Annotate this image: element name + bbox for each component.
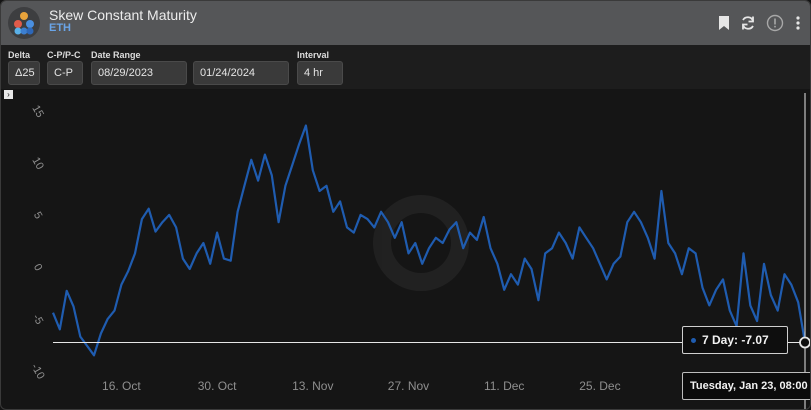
watermark-logo — [373, 195, 469, 291]
x-tick-label: 13. Nov — [292, 379, 333, 393]
more-vertical-icon[interactable] — [793, 14, 803, 32]
start-date-input[interactable]: 08/29/2023 — [91, 61, 187, 85]
crosshair-date-label: Tuesday, Jan 23, 08:00 — [682, 372, 810, 400]
interval-select[interactable]: 4 hr — [297, 61, 343, 85]
title-bar: Skew Constant Maturity ETH — [1, 1, 810, 45]
type-select[interactable]: C-P — [47, 61, 83, 85]
y-tick-label: -5 — [30, 312, 45, 326]
tooltip-value: -7.07 — [741, 333, 769, 347]
expand-panel-button[interactable]: › — [4, 90, 13, 99]
app-logo-icon — [8, 7, 40, 39]
info-icon[interactable] — [766, 14, 784, 32]
controls-bar: Delta Δ25 C-P/P-C C-P Date Range 08/29/2… — [1, 45, 810, 89]
skew-line-chart[interactable]: -10 -5 0 5 10 15 16. Oct 30. Oct 13. Nov 27. Nov… — [1, 93, 811, 410]
interval-label: Interval — [297, 50, 330, 60]
y-axis: -10 -5 0 5 10 15 — [28, 103, 46, 381]
y-tick-label: 10 — [29, 155, 46, 172]
y-tick-label: 0 — [31, 262, 44, 273]
tooltip-label: 7 Day: — [702, 333, 739, 347]
x-axis: 16. Oct 30. Oct 13. Nov 27. Nov 11. Dec 25. D… — [102, 379, 621, 393]
y-tick-label: 15 — [29, 103, 46, 120]
type-label: C-P/P-C — [47, 50, 81, 60]
x-tick-label: 11. Dec — [484, 379, 524, 393]
end-date-input[interactable]: 01/24/2024 — [193, 61, 289, 85]
series-line-7-day — [51, 124, 807, 357]
delta-select[interactable]: Δ25 — [8, 61, 40, 85]
x-tick-label: 16. Oct — [102, 379, 141, 393]
widget-title: Skew Constant Maturity — [49, 7, 197, 23]
asset-subtitle: ETH — [49, 22, 71, 34]
y-tick-label: 5 — [31, 210, 44, 221]
refresh-icon[interactable] — [739, 14, 757, 32]
series-tooltip: 7 Day: -7.07 — [682, 326, 788, 354]
x-tick-label: 25. Dec — [579, 379, 620, 393]
x-tick-label: 30. Oct — [198, 379, 237, 393]
delta-label: Delta — [8, 50, 31, 60]
y-tick-label: -10 — [28, 362, 46, 382]
bookmark-icon[interactable] — [715, 14, 733, 32]
date-range-label: Date Range — [91, 50, 141, 60]
x-tick-label: 27. Nov — [388, 379, 429, 393]
series-color-dot — [691, 338, 696, 344]
hover-point-marker — [799, 336, 810, 349]
